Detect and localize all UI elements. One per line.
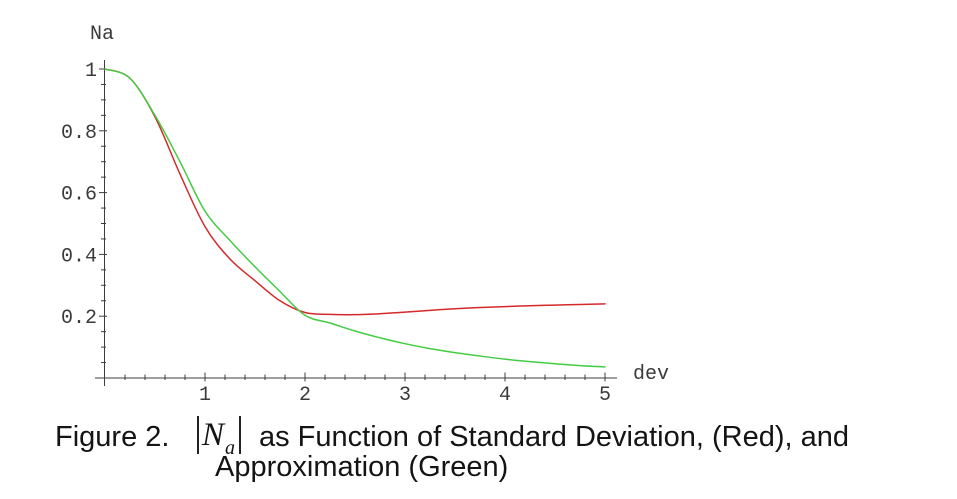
y-tick-label: 0.4 (61, 245, 97, 268)
red-curve (104, 68, 606, 316)
x-axis-label: dev (633, 363, 670, 386)
y-axis-label: Na (90, 23, 115, 46)
math-symbol-N: N (202, 417, 225, 453)
y-tick-label: 0.8 (61, 122, 97, 145)
figure-caption-line2: Approximation (Green) (215, 451, 509, 483)
x-tick-label: 3 (399, 384, 411, 407)
green-curve (104, 68, 606, 368)
y-tick-label: 0.6 (61, 184, 97, 207)
figure-caption-line1: as Function of Standard Deviation, (Red)… (259, 421, 849, 453)
x-tick-label: 5 (599, 384, 611, 407)
y-tick-label: 1 (85, 60, 97, 83)
caption-math-expression: N a (197, 416, 242, 459)
math-abs-bar-left (197, 416, 199, 454)
x-tick-label: 4 (499, 384, 511, 407)
figure-caption-number: Figure 2. (55, 421, 170, 453)
line-chart: 1 2 3 4 5 0.2 0.4 0.6 0.8 1 (61, 60, 617, 407)
math-abs-bar-right (239, 416, 242, 454)
math-subscript-a: a (225, 437, 236, 459)
x-tick-label: 1 (199, 384, 211, 407)
y-tick-label: 0.2 (61, 307, 97, 330)
x-tick-label: 2 (299, 384, 311, 407)
